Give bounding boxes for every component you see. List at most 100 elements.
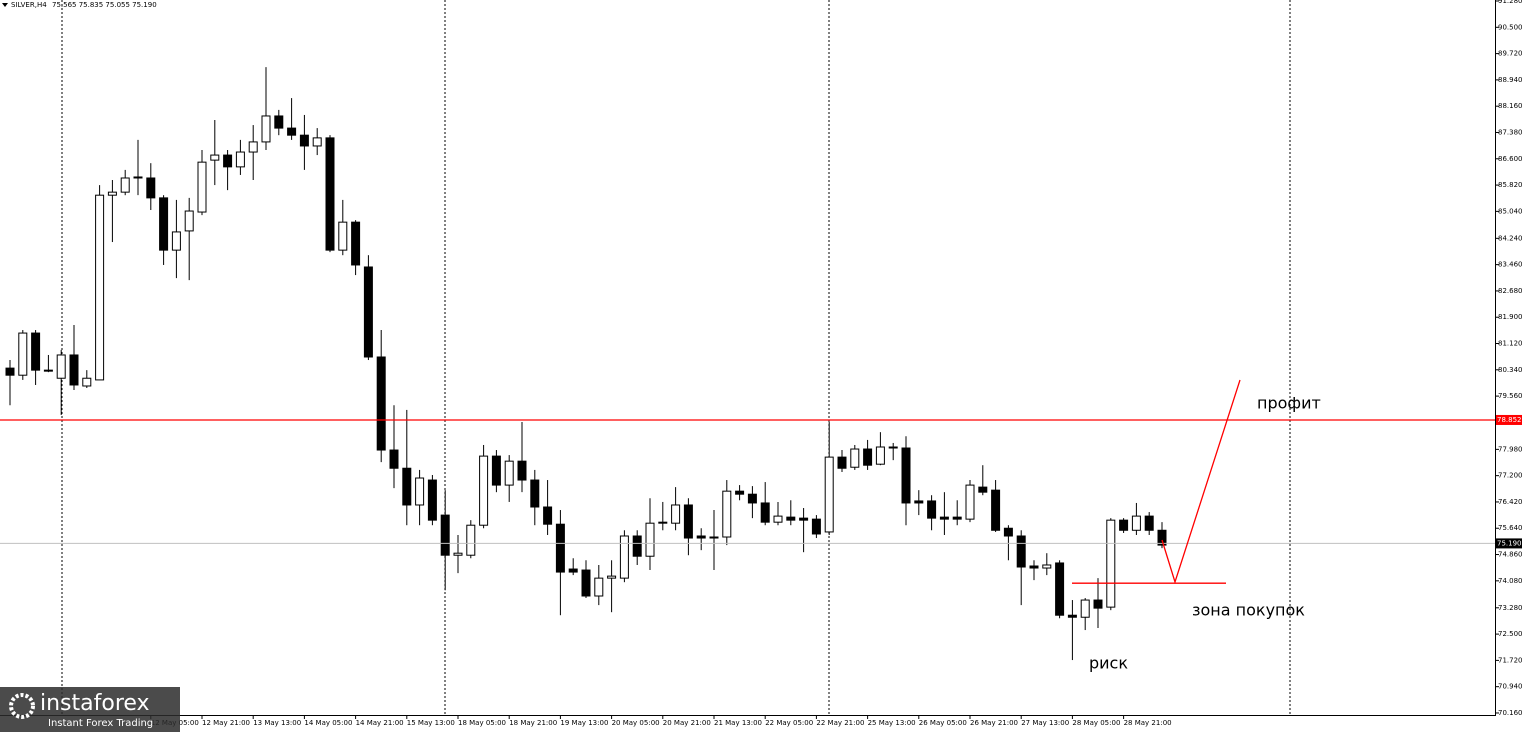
candle-body	[991, 489, 1001, 531]
x-tick-label: 13 May 13:00	[253, 719, 301, 727]
candle-body	[888, 446, 898, 449]
candle-body	[338, 221, 348, 251]
y-tick-label: 72.500	[1498, 630, 1522, 638]
y-tick-label: 89.720	[1498, 50, 1522, 58]
x-tick-label: 22 May 05:00	[765, 719, 813, 727]
candle-body	[171, 231, 181, 251]
candle-body	[402, 467, 412, 506]
candle-body	[56, 354, 66, 379]
candle-body	[184, 210, 194, 232]
candle-body	[479, 455, 489, 526]
candle-body	[952, 516, 962, 520]
candle-body	[210, 154, 220, 161]
y-tick-label: 91.280	[1498, 0, 1522, 5]
y-tick-label: 74.080	[1498, 577, 1522, 585]
candle-body	[287, 127, 297, 136]
y-tick-label: 77.980	[1498, 445, 1522, 453]
y-tick-label: 80.340	[1498, 366, 1522, 374]
candle-body	[607, 575, 617, 579]
candle-body	[325, 137, 335, 251]
watermark-box	[0, 687, 180, 732]
y-tick-label: 81.120	[1498, 340, 1522, 348]
y-tick-label: 85.040	[1498, 207, 1522, 215]
candle-body	[376, 356, 386, 451]
y-tick-label: 74.860	[1498, 551, 1522, 559]
candle-body	[735, 490, 745, 495]
y-tick-label: 71.720	[1498, 656, 1522, 664]
candle-body	[619, 535, 629, 579]
candle-body	[722, 490, 732, 538]
candle-body	[235, 151, 245, 168]
candle-body	[530, 479, 540, 508]
annotation: зона покупок	[1192, 601, 1305, 620]
candle-body	[645, 522, 655, 557]
candle-body	[107, 191, 117, 196]
x-tick-label: 15 May 13:00	[407, 719, 455, 727]
candle-body	[850, 448, 860, 468]
candle-body	[363, 266, 373, 358]
y-tick-label: 81.900	[1498, 313, 1522, 321]
candle-body	[504, 460, 514, 486]
x-tick-label: 14 May 21:00	[356, 719, 404, 727]
candle-body	[658, 521, 668, 524]
candle-body	[299, 134, 309, 147]
candle-body	[491, 455, 501, 486]
x-tick-label: 22 May 21:00	[816, 719, 864, 727]
x-tick-label: 18 May 05:00	[458, 719, 506, 727]
candle-body	[248, 141, 258, 153]
candle-body	[440, 514, 450, 556]
watermark-tagline: Instant Forex Trading	[48, 718, 153, 729]
y-tick-label: 75.640	[1498, 524, 1522, 532]
y-tick-label: 73.280	[1498, 604, 1522, 612]
watermark-brand: instaforex	[40, 691, 150, 716]
x-tick-label: 12 May 21:00	[202, 719, 250, 727]
candle-body	[453, 552, 463, 556]
candle-body	[709, 536, 719, 539]
candle-body	[594, 577, 604, 597]
candle-body	[95, 194, 105, 381]
candle-body	[939, 516, 949, 520]
price-tag-label: 78.852	[1497, 416, 1522, 424]
y-tick-label: 85.820	[1498, 181, 1522, 189]
candle-body	[901, 447, 911, 504]
candle-body	[517, 460, 527, 481]
candle-body	[786, 516, 796, 521]
y-tick-label: 88.160	[1498, 102, 1522, 110]
candle-body	[427, 479, 437, 521]
candle-body	[18, 332, 28, 376]
x-tick-label: 28 May 05:00	[1072, 719, 1120, 727]
y-tick-label: 82.680	[1498, 287, 1522, 295]
menu-arrow	[2, 3, 8, 7]
x-tick-label: 28 May 21:00	[1124, 719, 1172, 727]
candle-body	[82, 377, 92, 387]
candle-body	[914, 500, 924, 504]
y-tick-label: 90.500	[1498, 23, 1522, 31]
candle-body	[671, 504, 681, 524]
y-tick-label: 76.420	[1498, 498, 1522, 506]
candle-body	[543, 506, 553, 525]
candle-body	[1055, 562, 1065, 616]
candle-body	[1093, 599, 1103, 609]
symbol-title: SILVER,H4	[11, 1, 47, 9]
y-tick-label: 86.600	[1498, 155, 1522, 163]
candle-body	[351, 221, 361, 266]
candle-body	[69, 354, 79, 386]
y-tick-label: 70.940	[1498, 683, 1522, 691]
candle-body	[312, 137, 322, 147]
candle-body	[1131, 515, 1141, 531]
candle-body	[1157, 529, 1167, 546]
candle-body	[159, 197, 169, 251]
candle-body	[1042, 564, 1052, 569]
candle-body	[978, 486, 988, 493]
x-tick-label: 18 May 21:00	[509, 719, 557, 727]
annotation: риск	[1089, 654, 1128, 673]
y-tick-label: 83.460	[1498, 261, 1522, 269]
candle-body	[696, 535, 706, 539]
candle-body	[261, 115, 271, 143]
candle-body	[965, 484, 975, 520]
candle-body	[773, 515, 783, 523]
price-tag	[1496, 538, 1522, 549]
x-tick-label: 20 May 21:00	[663, 719, 711, 727]
candle-body	[1080, 599, 1090, 618]
